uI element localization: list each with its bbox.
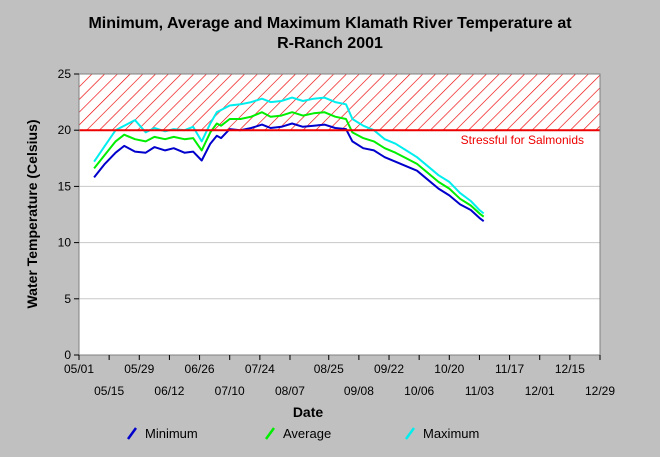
threshold-label: Stressful for Salmonids (461, 133, 584, 147)
y-tick-label: 0 (64, 348, 71, 362)
series-line-minimum (93, 122, 485, 222)
x-tick-label: 12/29 (585, 384, 615, 398)
x-tick-label: 05/15 (94, 384, 124, 398)
x-tick-label: 08/07 (275, 384, 305, 398)
y-tick-label: 15 (58, 179, 72, 193)
x-tick-label: 05/29 (124, 362, 154, 376)
x-tick-label: 08/25 (314, 362, 344, 376)
series-line-average (93, 111, 485, 218)
legend-item-minimum: Minimum (126, 426, 198, 441)
legend-label: Maximum (423, 426, 479, 441)
legend-item-average: Average (264, 426, 331, 441)
x-tick-label: 11/03 (465, 384, 494, 398)
legend-swatch (264, 427, 276, 440)
x-tick-label: 10/20 (434, 362, 464, 376)
legend-swatch (404, 427, 416, 440)
legend-label: Average (283, 426, 331, 441)
x-tick-label: 11/17 (495, 362, 524, 376)
y-tick-label: 25 (58, 67, 72, 81)
x-tick-label: 07/24 (245, 362, 275, 376)
plot-frame (78, 73, 601, 356)
y-tick-label: 10 (58, 236, 72, 250)
x-axis-label: Date (293, 404, 324, 420)
y-tick-label: 5 (64, 292, 71, 306)
x-tick-label: 05/01 (64, 362, 94, 376)
x-tick-label: 09/22 (374, 362, 404, 376)
y-tick-label: 20 (58, 123, 72, 137)
legend: Minimum Average Maximum (126, 426, 479, 441)
x-tick-label: 06/26 (185, 362, 215, 376)
y-axis-ticks: 0 5 10 15 20 25 (58, 67, 79, 362)
chart-title-line1: Minimum, Average and Maximum Klamath Riv… (88, 15, 572, 32)
x-tick-label: 07/10 (215, 384, 245, 398)
x-tick-label: 09/08 (344, 384, 374, 398)
y-axis-label: Water Temperature (Celsius) (24, 119, 40, 308)
x-tick-label: 10/06 (404, 384, 434, 398)
legend-item-maximum: Maximum (404, 426, 479, 441)
x-tick-label: 12/15 (555, 362, 585, 376)
chart-title-line2: R-Ranch 2001 (277, 35, 383, 52)
legend-swatch (126, 427, 138, 440)
x-axis-ticks: 05/01 05/29 06/26 07/24 08/25 09/22 10/20 11/17… (64, 355, 615, 398)
x-tick-label: 12/01 (525, 384, 555, 398)
legend-label: Minimum (145, 426, 198, 441)
x-tick-label: 06/12 (154, 384, 184, 398)
